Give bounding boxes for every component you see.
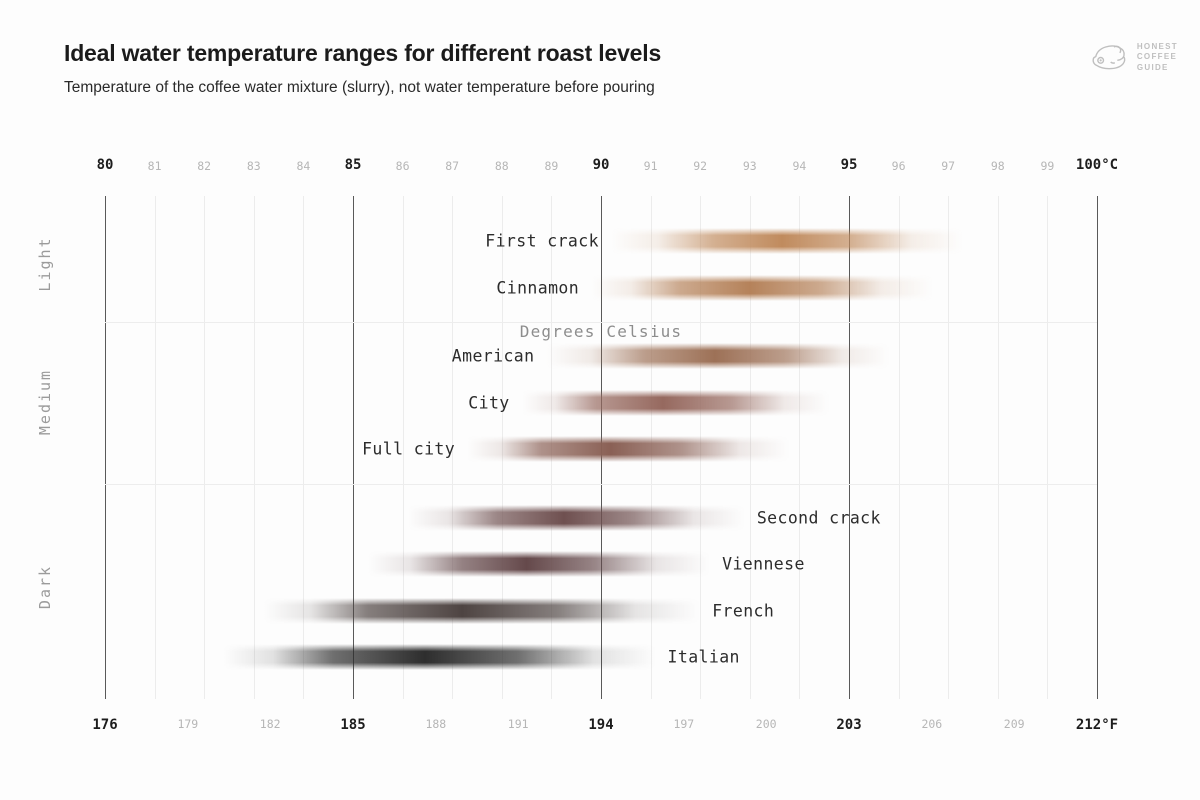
x-tick-celsius: 92 (693, 159, 708, 173)
temperature-range-bar (224, 644, 656, 671)
gridline-84 (303, 196, 305, 699)
gridline-99 (1047, 196, 1049, 699)
temperature-range-bar (467, 436, 790, 463)
temperature-range-bar (367, 551, 711, 578)
x-tick-fahrenheit: 209 (1003, 717, 1025, 731)
group-separator (105, 483, 1097, 485)
x-axis-title-celsius: Degrees Celsius (519, 322, 683, 341)
roast-level-label: Viennese (722, 554, 805, 574)
x-tick-fahrenheit: 206 (921, 717, 943, 731)
x-tick-celsius: 100°C (1075, 157, 1119, 173)
x-tick-celsius: 88 (494, 159, 509, 173)
x-tick-celsius: 96 (891, 159, 906, 173)
gridline-94 (799, 196, 801, 699)
x-tick-celsius: 95 (840, 157, 858, 173)
roast-group-label: Light (36, 235, 54, 292)
logo-line-2: COFFEE (1136, 52, 1178, 62)
x-tick-fahrenheit: 179 (177, 717, 199, 731)
x-tick-celsius: 81 (147, 159, 162, 173)
gridline-85 (353, 196, 354, 699)
roast-group-label: Dark (36, 564, 54, 609)
gridline-81 (154, 196, 156, 699)
roast-level-label: American (451, 346, 535, 366)
x-tick-celsius: 86 (395, 159, 410, 173)
roast-level-label: Cinnamon (496, 278, 580, 298)
coffee-cup-icon (1092, 45, 1126, 70)
chart-plot-area: Degrees Celsius Degrees Fahrenheit 80818… (36, 157, 1118, 733)
group-separator (105, 322, 1097, 323)
gridline-95 (849, 196, 850, 699)
gridline-82 (204, 196, 206, 699)
x-tick-celsius: 91 (643, 159, 658, 173)
x-tick-fahrenheit: 182 (259, 717, 281, 731)
roast-level-label: French (712, 601, 775, 621)
x-tick-fahrenheit: 191 (507, 717, 529, 731)
x-tick-fahrenheit: 203 (836, 717, 862, 733)
temperature-range-bar (591, 274, 934, 301)
roast-level-label: Second crack (756, 508, 881, 528)
roast-level-label: Full city (362, 439, 456, 459)
x-tick-celsius: 83 (246, 159, 261, 173)
temperature-range-bar (546, 343, 889, 370)
gridline-87 (452, 196, 454, 699)
x-tick-celsius: 97 (941, 159, 956, 173)
x-tick-fahrenheit: 185 (340, 717, 366, 733)
gridline-83 (253, 196, 255, 699)
page-title: Ideal water temperature ranges for diffe… (64, 40, 662, 66)
gridline-97 (948, 196, 950, 699)
x-tick-celsius: 80 (96, 157, 114, 173)
x-tick-celsius: 98 (990, 159, 1005, 173)
gridline-96 (898, 196, 900, 699)
x-tick-celsius: 87 (445, 159, 460, 173)
x-tick-fahrenheit: 176 (92, 717, 118, 733)
brand-logo: HONEST COFFEE GUIDE (1089, 40, 1178, 74)
x-tick-fahrenheit: 194 (588, 717, 614, 733)
x-tick-celsius: 82 (197, 159, 212, 173)
roast-level-label: City (468, 393, 510, 413)
temperature-range-bar (521, 389, 830, 416)
roast-level-label: First crack (485, 231, 599, 251)
x-tick-celsius: 93 (742, 159, 757, 173)
x-tick-celsius: 84 (296, 159, 311, 173)
page-subtitle: Temperature of the coffee water mixture … (64, 79, 655, 96)
x-tick-celsius: 90 (592, 157, 610, 173)
gridline-100 (1097, 196, 1098, 699)
x-tick-fahrenheit: 197 (673, 717, 695, 731)
x-tick-fahrenheit: 212°F (1075, 717, 1119, 733)
temperature-range-bar (610, 228, 964, 255)
logo-line-1: HONEST (1136, 41, 1178, 51)
logo-line-3: GUIDE (1136, 62, 1169, 72)
gridline-86 (402, 196, 404, 699)
x-tick-celsius: 85 (344, 157, 362, 173)
roast-level-label: Italian (667, 647, 740, 667)
gridline-98 (997, 196, 999, 699)
gridline-80 (105, 196, 106, 699)
roast-group-label: Medium (36, 368, 54, 435)
x-tick-celsius: 99 (1040, 159, 1055, 173)
temperature-range-bar (263, 597, 701, 624)
x-tick-fahrenheit: 188 (425, 717, 447, 731)
x-tick-fahrenheit: 200 (755, 717, 777, 731)
temperature-range-bar (407, 504, 745, 531)
x-tick-celsius: 94 (792, 159, 807, 173)
x-tick-celsius: 89 (544, 159, 559, 173)
